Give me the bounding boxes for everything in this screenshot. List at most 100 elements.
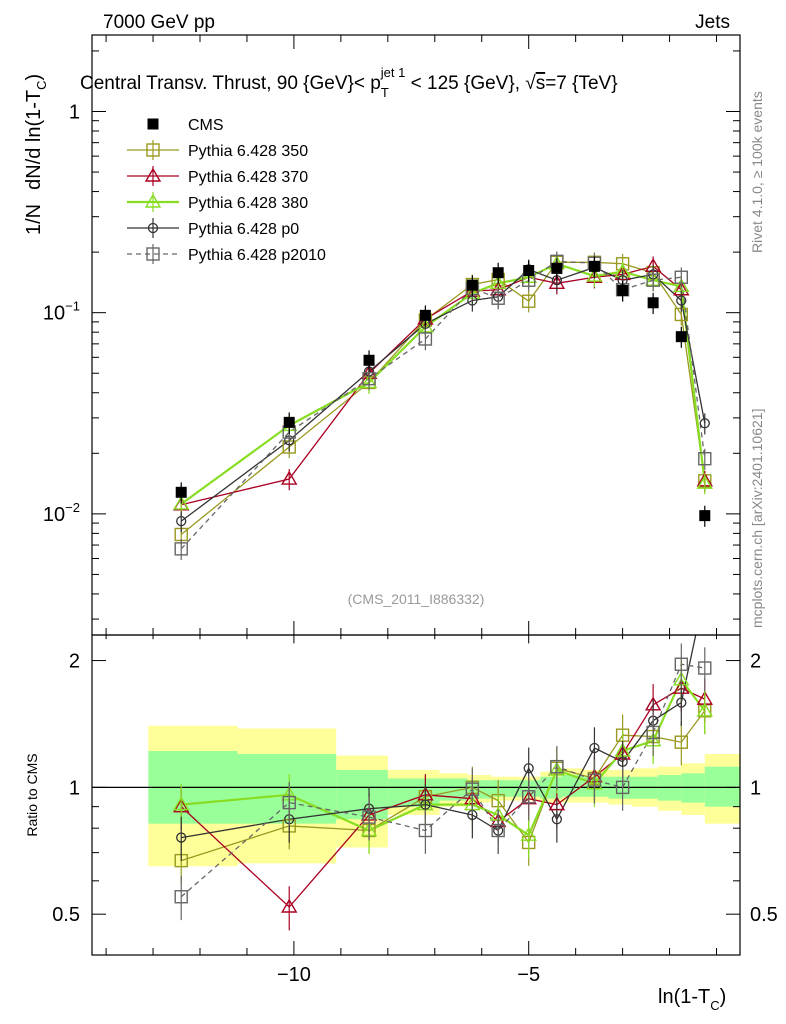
chart-title: Central Transv. Thrust, 90 {GeV}< pTjet … [80, 65, 618, 100]
ylabel-part-2: dN/d ln(1-T [23, 90, 45, 190]
title-sup-jet: jet 1 [380, 65, 406, 80]
y-tick-label-main: 10−1 [43, 299, 80, 325]
side-label-rivet: Rivet 4.1.0, ≥ 100k events [749, 91, 765, 253]
data-point-main [699, 510, 711, 522]
data-point-ratio [550, 759, 564, 774]
data-point-main [491, 291, 505, 305]
ylabel-part-3: ) [23, 74, 45, 81]
data-point-main [419, 309, 431, 321]
data-point-main [676, 295, 687, 306]
data-point-main [418, 332, 433, 346]
data-point-ratio [698, 661, 712, 675]
y-tick-label-ratio-right: 0.5 [750, 904, 778, 926]
title-part-1: Central Transv. Thrust, 90 {GeV}< p [80, 73, 381, 94]
data-point-main [172, 495, 190, 510]
legend-marker [144, 167, 162, 182]
y-tick-label-ratio-left: 2 [69, 651, 80, 673]
data-point-main [363, 354, 375, 366]
legend-label: Pythia 6.428 p2010 [188, 247, 326, 264]
data-point-ratio [674, 657, 689, 671]
series-line-main [180, 261, 706, 535]
data-point-main [283, 416, 295, 428]
data-point-ratio [280, 898, 298, 913]
ylabel-part-1: 1/N [23, 204, 45, 235]
title-part-2: < 125 {GeV}, √ [405, 73, 536, 94]
data-point-ratio [587, 773, 602, 787]
xlabel-sub-C: C [710, 998, 719, 1013]
series-line-main [180, 260, 706, 550]
analysis-watermark: (CMS_2011_I886332) [348, 591, 485, 607]
data-point-main [647, 297, 659, 309]
data-point-ratio [418, 823, 433, 838]
legend-label: Pythia 6.428 p0 [188, 221, 299, 238]
data-point-main [362, 371, 376, 386]
x-axis-label: ln(1-TC) [658, 986, 726, 1013]
x-tick-label: −5 [517, 964, 540, 986]
title-sub-T: T [381, 85, 389, 100]
data-point-ratio [615, 780, 630, 795]
main-markers [172, 251, 714, 561]
side-label-mcplots: mcplots.cern.ch [arXiv:2401.10621] [749, 409, 765, 628]
data-point-ratio [551, 814, 563, 825]
header-right: Jets [695, 12, 730, 33]
legend-item: Pythia 6.428 380 [127, 192, 308, 212]
data-point-ratio [674, 735, 689, 749]
xlabel-part-1: ln(1-T [658, 986, 710, 1008]
band-green-bin [439, 778, 468, 801]
legend-marker [146, 143, 160, 157]
ratio-plot-frame [91, 634, 741, 956]
data-point-main [492, 267, 504, 279]
y-tick-label-ratio-right: 1 [750, 777, 761, 799]
title-part-s: s [536, 73, 546, 94]
legend-label: Pythia 6.428 370 [188, 169, 308, 186]
data-point-main [588, 260, 600, 272]
data-point-ratio [491, 823, 505, 838]
data-point-main [521, 294, 536, 308]
title-part-3: =7 {TeV} [545, 73, 617, 94]
series-line-main [181, 265, 706, 506]
xlabel-part-2: ) [720, 986, 727, 1008]
y-tick-label-ratio-left: 1 [69, 777, 80, 799]
data-point-main [174, 542, 188, 556]
data-point-main [175, 486, 187, 498]
data-point-ratio [465, 782, 480, 796]
data-point-ratio [362, 810, 376, 824]
main-lines [180, 260, 706, 550]
legend-item: Pythia 6.428 350 [127, 140, 308, 160]
y-tick-label-main: 10−2 [43, 500, 80, 526]
data-point-main [675, 331, 687, 343]
legend-marker [146, 247, 160, 261]
legend-label: Pythia 6.428 380 [188, 195, 308, 212]
axes-ticks: −10 −5 1 10−1 10−2 0.5 0.5 1 1 2 2 [43, 35, 778, 986]
legend: CMS Pythia 6.428 350 Pythia 6.428 370 Pythi… [127, 117, 326, 264]
data-point-main [699, 418, 710, 429]
legend-marker [147, 222, 159, 234]
data-point-main [586, 267, 603, 282]
data-point-main [698, 452, 712, 466]
y-axis-label-main: 1/N dN/d ln(1-TC) [23, 74, 49, 235]
data-point-ratio [700, 588, 709, 597]
data-point-ratio [176, 832, 187, 843]
legend-marker [144, 193, 162, 208]
data-point-main [466, 279, 478, 291]
series-line-main [180, 266, 706, 522]
y-tick-label-main: 1 [69, 101, 80, 123]
series-markers [172, 251, 714, 931]
data-point-ratio [676, 697, 687, 708]
legend-item: Pythia 6.428 p2010 [127, 244, 326, 264]
series-line-main [180, 262, 706, 505]
legend-item: Pythia 6.428 370 [127, 166, 308, 186]
data-point-main [674, 270, 689, 284]
data-point-main [617, 284, 629, 296]
ratio-uncertainty-bands [92, 725, 740, 867]
data-point-ratio [646, 725, 660, 740]
ylabel-sub-C: C [34, 80, 49, 89]
data-point-ratio [617, 756, 628, 767]
header-left: 7000 GeV pp [103, 12, 215, 33]
band-green-bin [704, 766, 740, 807]
data-point-ratio [282, 795, 296, 810]
data-point-ratio [174, 890, 188, 904]
data-point-main [280, 470, 298, 485]
data-point-ratio [420, 799, 431, 810]
